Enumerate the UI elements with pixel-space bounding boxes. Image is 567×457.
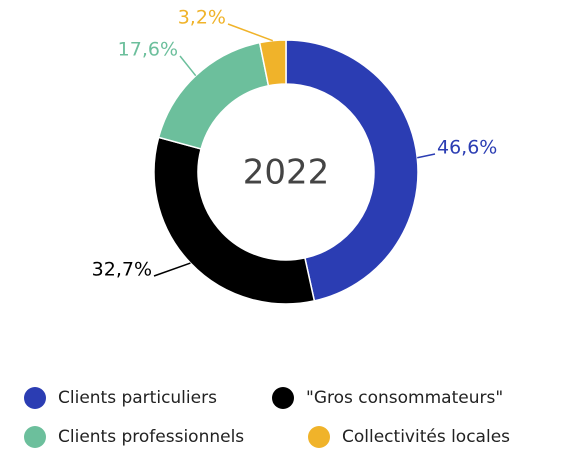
legend-marker: [24, 426, 46, 448]
legend-label: "Gros consommateurs": [306, 388, 503, 408]
value-label: 17,6%: [118, 39, 178, 61]
donut-segment: [153, 136, 316, 305]
legend-label: Collectivités locales: [342, 427, 510, 447]
leader-line: [227, 23, 274, 42]
leader-line: [153, 262, 191, 277]
legend-label: Clients professionnels: [58, 427, 244, 447]
donut-segment: [258, 39, 287, 87]
donut-segment: [285, 39, 419, 302]
value-label: 32,7%: [92, 259, 152, 281]
leader-line: [179, 55, 197, 77]
legend-marker: [272, 387, 294, 409]
legend-label: Clients particuliers: [58, 388, 217, 408]
legend-marker: [308, 426, 330, 448]
leader-line: [417, 153, 436, 159]
value-label: 3,2%: [178, 7, 226, 29]
center-title: 2022: [243, 153, 330, 193]
value-label: 46,6%: [437, 137, 497, 159]
legend-marker: [24, 387, 46, 409]
